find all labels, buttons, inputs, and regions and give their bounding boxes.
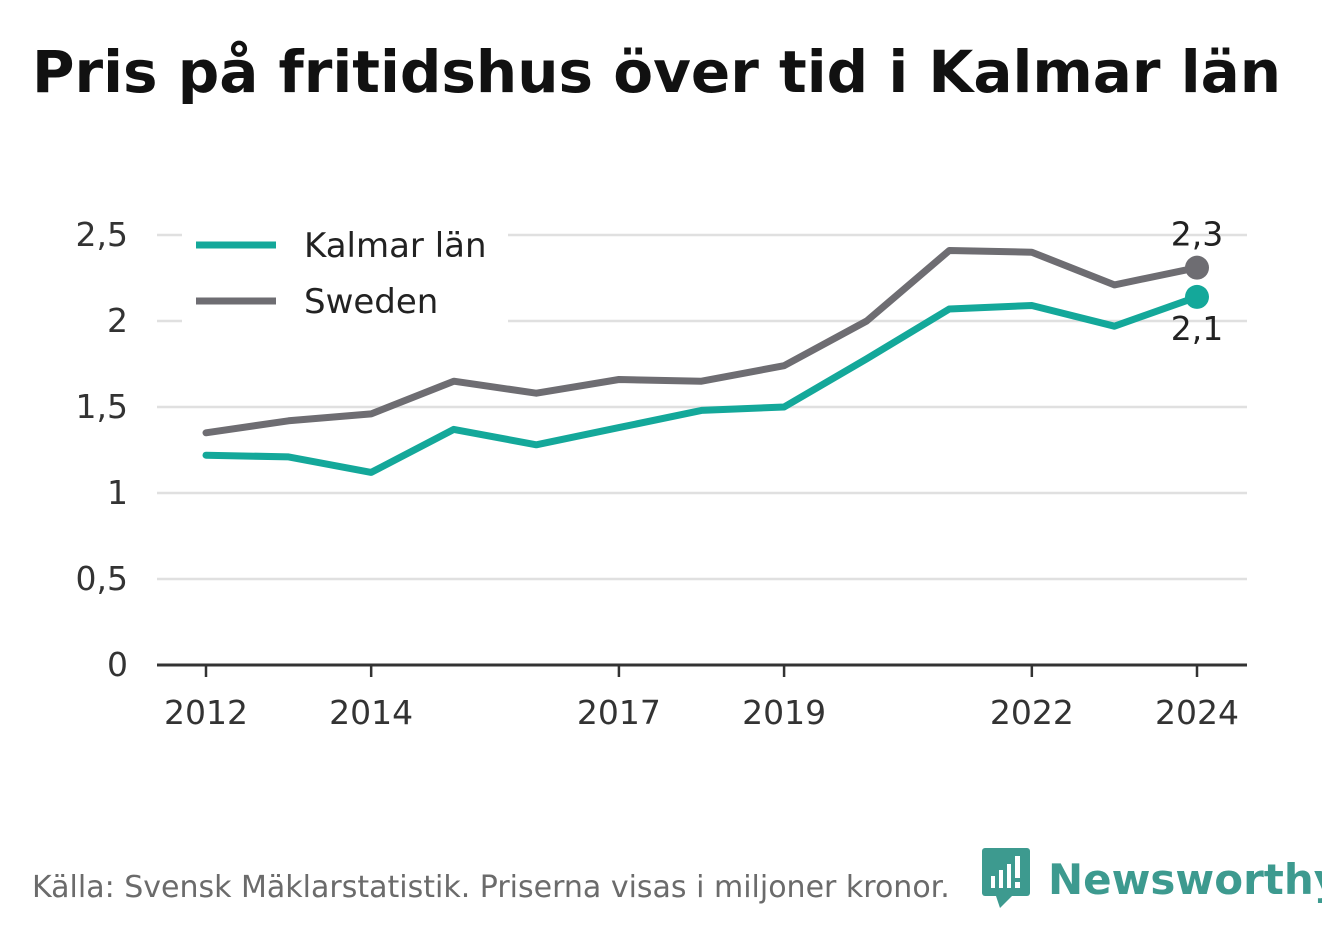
legend-label: Kalmar län (304, 226, 487, 266)
x-tick-label: 2017 (577, 693, 661, 732)
end-point-marker (1185, 255, 1209, 280)
end-markers: 2,1 2,3 (1171, 215, 1223, 348)
x-tick-label: 2012 (164, 693, 248, 732)
line-chart: 0 0,5 1 1,5 2 2,5 2012 2014 2017 2019 2022 2024 2,1… (76, 215, 1247, 732)
legend: Kalmar län Sweden (182, 226, 508, 326)
x-tick-label: 2014 (329, 693, 413, 732)
legend-label: Sweden (304, 282, 438, 322)
y-tick-label: 2,5 (76, 215, 128, 254)
series-line-kalmar-län (202, 293, 1201, 476)
series-line-sweden (202, 247, 1201, 437)
end-value-label: 2,3 (1171, 215, 1223, 254)
end-point-marker (1185, 284, 1209, 309)
newsworthy-logo: Newsworthy (982, 848, 1322, 910)
chart-title: Pris på fritidshus över tid i Kalmar län (32, 38, 1282, 106)
newsworthy-logo-icon (982, 848, 1030, 908)
y-tick-label: 0,5 (76, 559, 128, 598)
y-tick-label: 1 (107, 473, 128, 512)
source-note: Källa: Svensk Mäklarstatistik. Priserna … (32, 870, 950, 905)
series-lines (202, 247, 1201, 476)
y-tick-label: 0 (107, 645, 128, 684)
axes: 0 0,5 1 1,5 2 2,5 2012 2014 2017 2019 2022 2024 (76, 215, 1247, 732)
y-tick-label: 1,5 (76, 387, 128, 426)
x-tick-label: 2022 (990, 693, 1074, 732)
x-tick-label: 2019 (742, 693, 826, 732)
end-value-label: 2,1 (1171, 309, 1223, 348)
x-tick-label: 2024 (1155, 693, 1239, 732)
y-tick-label: 2 (107, 301, 128, 340)
brand-name: Newsworthy (1048, 854, 1322, 904)
